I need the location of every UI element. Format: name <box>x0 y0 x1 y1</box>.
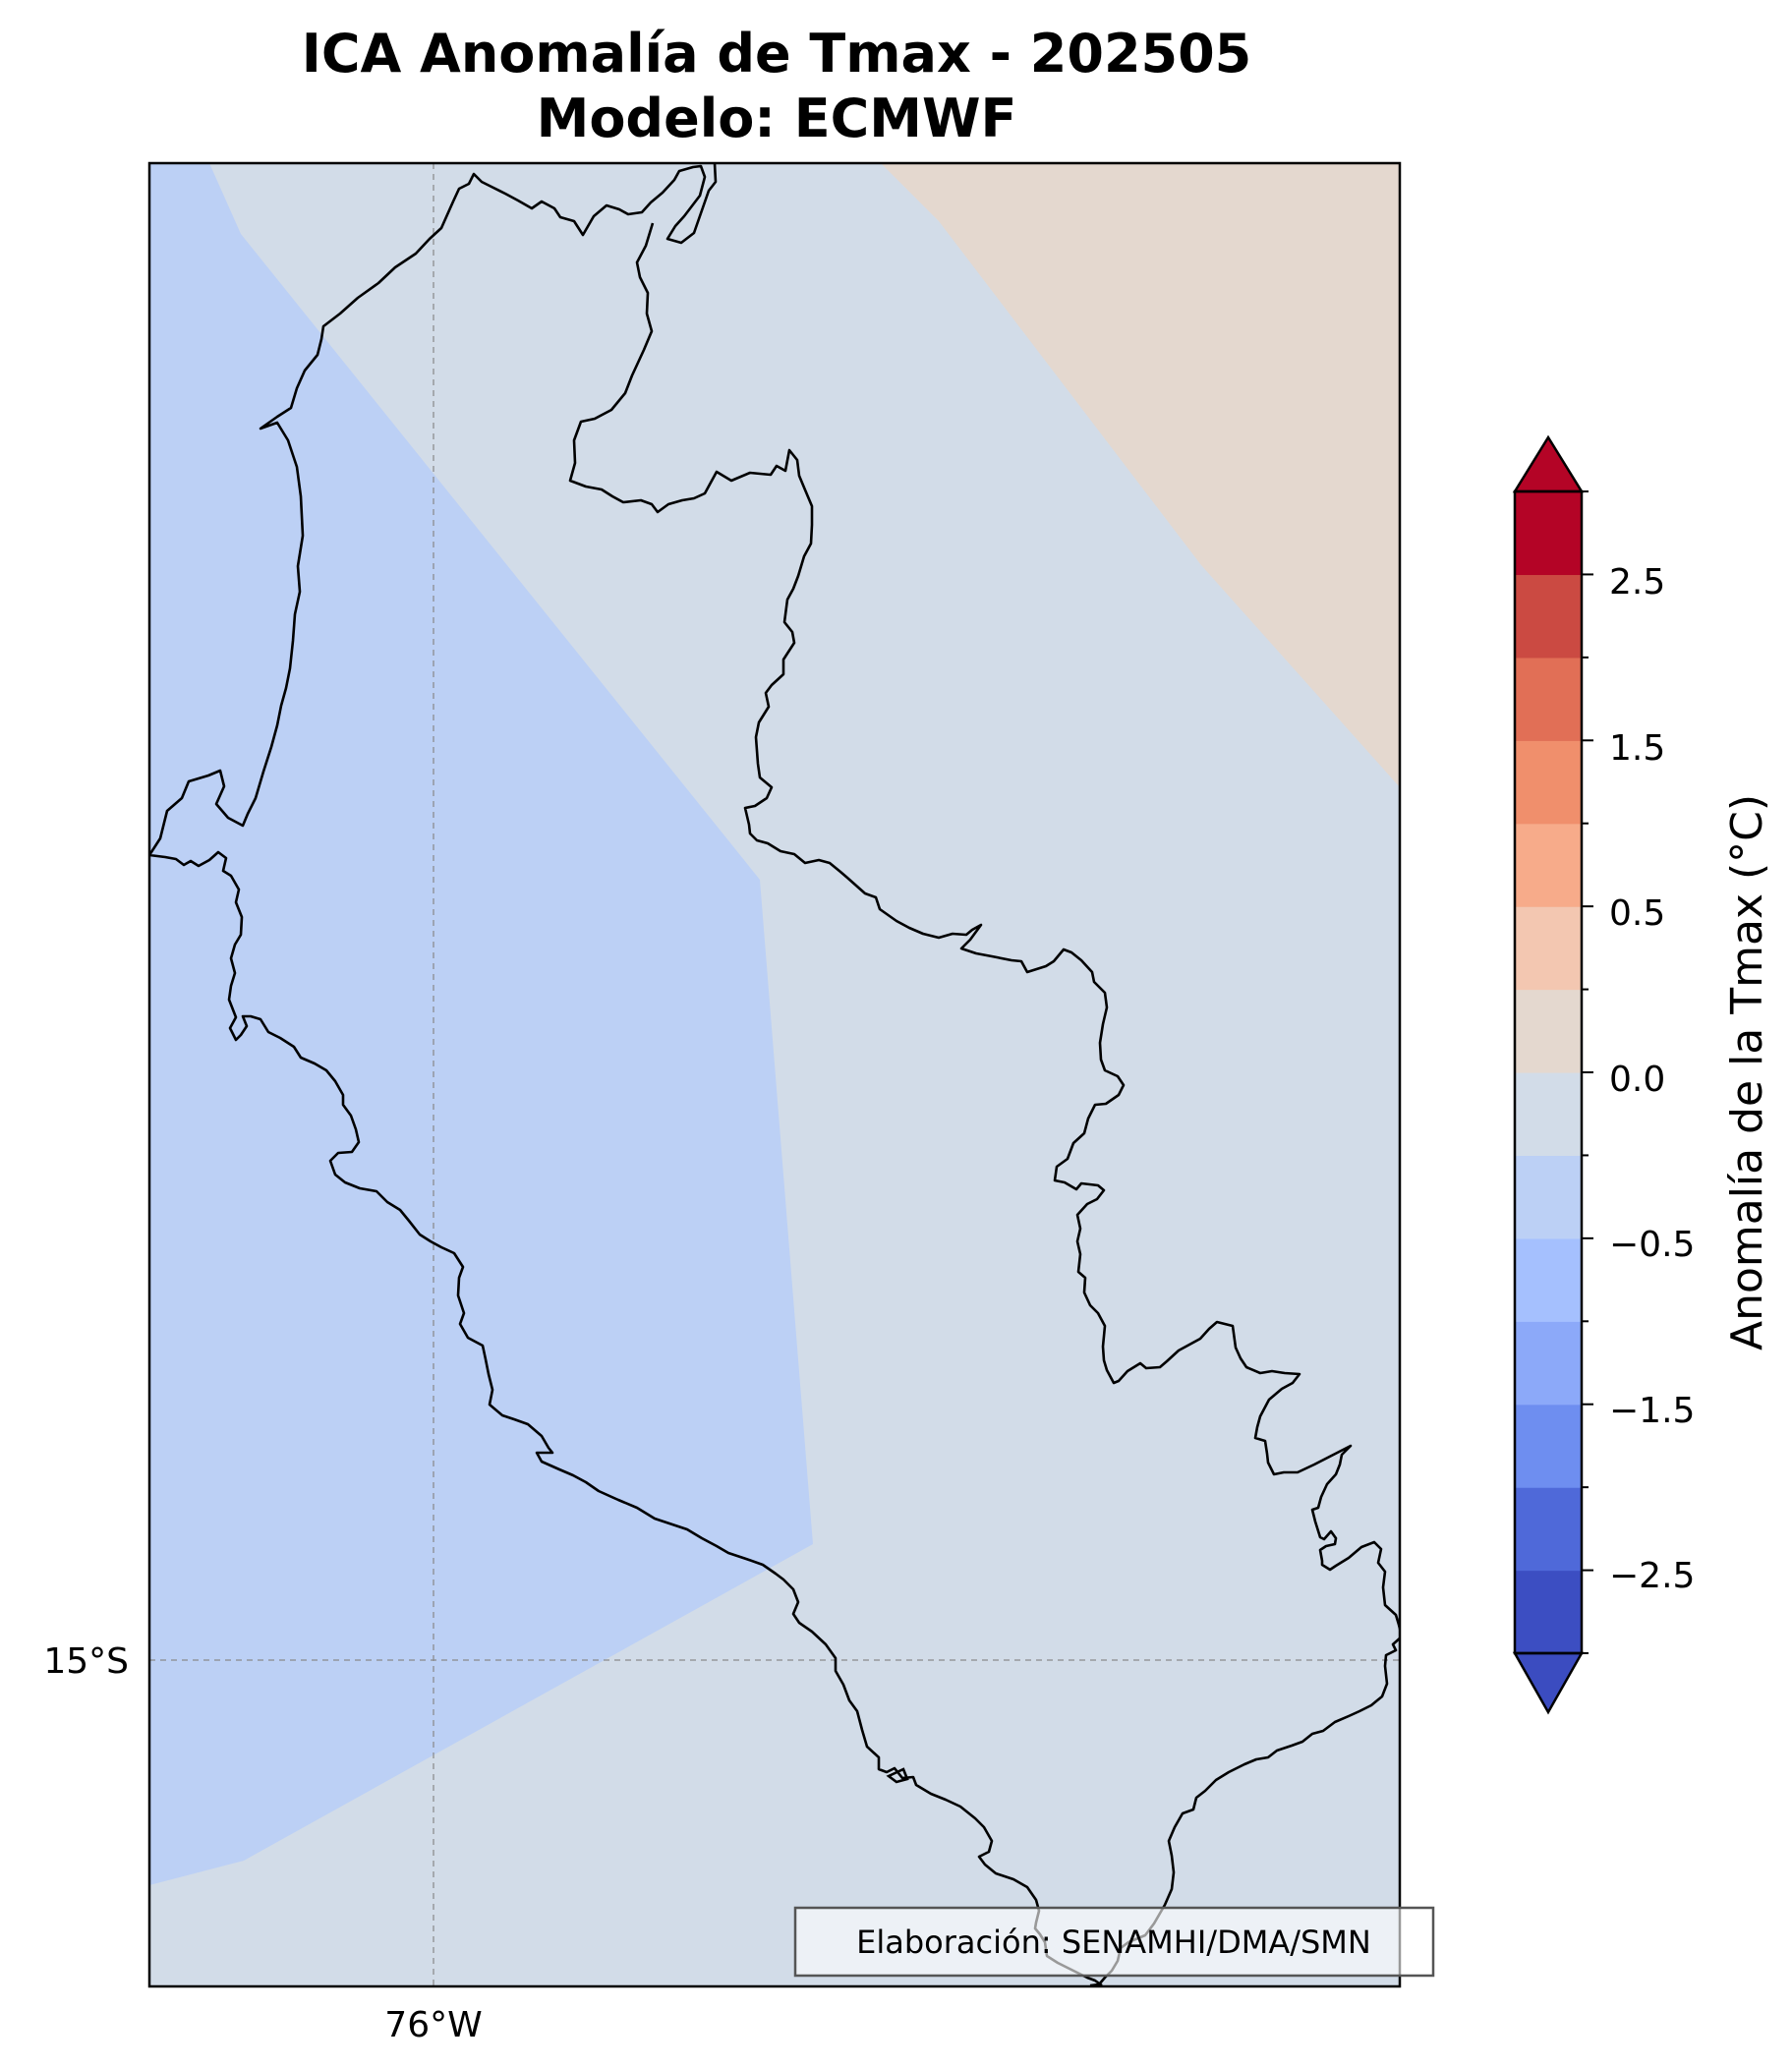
credit-box: Elaboración: SENAMHI/DMA/SMN <box>793 1906 1435 1978</box>
colorbar-label: Anomalía de la Tmax (°C) <box>1722 794 1772 1350</box>
colorbar-level-12 <box>1515 574 1582 659</box>
lat-tick-label: 15°S <box>43 1641 129 1682</box>
colorbar-level-5 <box>1515 1155 1582 1239</box>
map-frame <box>147 161 1402 1988</box>
colorbar-level-3 <box>1515 1321 1582 1406</box>
colorbar-tick-neg0.5: −0.5 <box>1609 1225 1695 1265</box>
lon-tick-label: 76°W <box>384 2005 482 2045</box>
colorbar-level-8 <box>1515 906 1582 991</box>
colorbar-level-2 <box>1515 1404 1582 1488</box>
anomaly-fill-negative <box>149 163 813 1885</box>
colorbar: 2.5 1.5 0.5 0.0 −0.5 −1.5 −2.5 Anomalía … <box>1512 434 1772 1715</box>
colorbar-level-1 <box>1515 1487 1582 1572</box>
colorbar-level-10 <box>1515 740 1582 825</box>
colorbar-tick-2.5: 2.5 <box>1609 562 1665 603</box>
colorbar-extend-lower <box>1512 1651 1585 1715</box>
island-coastline <box>886 1767 909 1784</box>
map-title: ICA Anomalía de Tmax - 202505 <box>301 23 1252 85</box>
colorbar-level-13 <box>1515 491 1582 576</box>
colorbar-level-9 <box>1515 823 1582 907</box>
colorbar-level-6 <box>1515 1072 1582 1157</box>
colorbar-tick-neg2.5: −2.5 <box>1609 1556 1695 1596</box>
colorbar-tick-1.5: 1.5 <box>1609 728 1665 769</box>
colorbar-level-7 <box>1515 989 1582 1073</box>
colorbar-level-11 <box>1515 657 1582 741</box>
colorbar-extend-upper <box>1512 434 1585 493</box>
colorbar-tick-0.0: 0.0 <box>1609 1060 1665 1100</box>
anomaly-map <box>149 163 1400 1986</box>
anomaly-fill-positive <box>881 163 1400 787</box>
credit-text: Elaboración: SENAMHI/DMA/SMN <box>856 1924 1371 1961</box>
colorbar-tick-0.5: 0.5 <box>1609 893 1665 934</box>
peru-coastline-border <box>149 163 1400 1986</box>
map-subtitle: Modelo: ECMWF <box>536 87 1017 149</box>
colorbar-level-0 <box>1515 1570 1582 1654</box>
colorbar-level-4 <box>1515 1237 1582 1322</box>
colorbar-tick-neg1.5: −1.5 <box>1609 1391 1695 1431</box>
